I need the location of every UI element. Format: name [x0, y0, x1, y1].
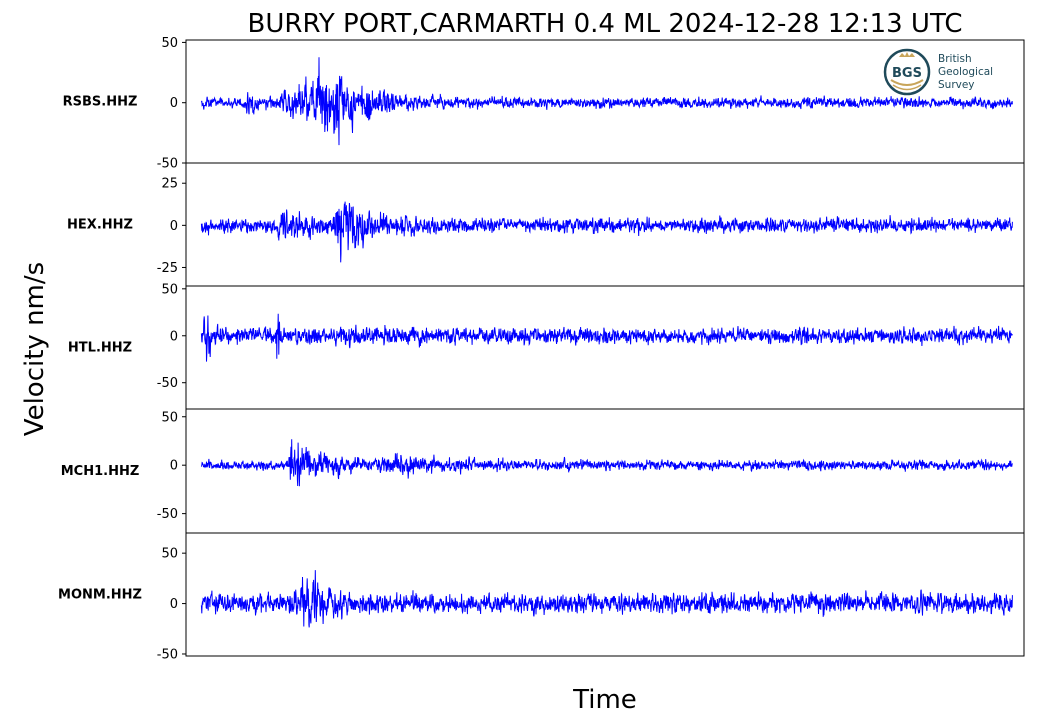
y-tick-label: 0 [170, 459, 178, 474]
y-tick-label: 25 [161, 177, 178, 192]
waveform-line [200, 439, 1013, 487]
waveform-line [200, 57, 1013, 146]
chart-title: BURRY PORT,CARMARTH 0.4 ML 2024-12-28 12… [248, 9, 963, 39]
panel-frame [185, 285, 1025, 410]
station-label: MONM.HHZ [58, 588, 142, 603]
y-tick-label: 0 [170, 597, 178, 612]
y-axis-label: Velocity nm/s [20, 262, 50, 436]
y-tick-label: -25 [157, 261, 178, 276]
y-tick-label: -50 [157, 376, 178, 391]
panel-mch1-hhz: MCH1.HHZ 50 0 -50 [61, 408, 1025, 534]
station-label: HEX.HHZ [67, 218, 133, 233]
y-tick-label: 0 [170, 219, 178, 234]
y-tick-label: -50 [157, 507, 178, 522]
station-label: RSBS.HHZ [63, 95, 138, 110]
logo-wave-icon [890, 79, 924, 86]
logo-line-2: Geological [938, 66, 993, 78]
waveform-line [200, 570, 1013, 628]
logo-wave2-icon [892, 84, 922, 91]
waveform-line [200, 313, 1013, 362]
y-tick-label: -50 [157, 157, 178, 172]
panel-frame [185, 408, 1025, 534]
panel-frame [185, 532, 1025, 657]
y-tick-label: 50 [161, 36, 178, 51]
x-axis-label: Time [572, 685, 637, 715]
bgs-logo: BGS British Geological Survey [883, 48, 993, 96]
crown-icon [899, 52, 915, 57]
logo-abbr: BGS [892, 66, 922, 81]
y-tick-label: 0 [170, 329, 178, 344]
y-tick-label: 0 [170, 96, 178, 111]
station-label: HTL.HHZ [68, 341, 132, 356]
panel-hex-hhz: HEX.HHZ 25 0 -25 [67, 162, 1025, 287]
waveform-line [200, 201, 1013, 263]
panel-htl-hhz: HTL.HHZ 50 0 -50 [68, 282, 1025, 410]
station-label: MCH1.HHZ [61, 464, 140, 479]
panel-monm-hhz: MONM.HHZ 50 0 -50 [58, 532, 1025, 662]
panel-rsbs-hhz: RSBS.HHZ 50 0 -50 [63, 36, 1025, 172]
logo-line-3: Survey [938, 79, 975, 91]
logo-line-1: British [938, 53, 972, 65]
y-tick-label: 50 [161, 410, 178, 425]
y-tick-label: 50 [161, 547, 178, 562]
seismogram-panels: RSBS.HHZ 50 0 -50 HEX.HHZ 25 0 -25 HTL.HHZ 50 0 -50… [58, 36, 1025, 662]
y-tick-label: -50 [157, 647, 178, 662]
y-tick-label: 50 [161, 282, 178, 297]
